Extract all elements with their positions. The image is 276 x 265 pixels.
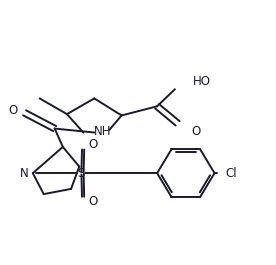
Text: NH: NH: [94, 125, 111, 138]
Text: HO: HO: [193, 75, 211, 88]
Text: S: S: [77, 167, 84, 180]
Text: N: N: [20, 167, 29, 180]
Text: O: O: [191, 125, 201, 138]
Text: O: O: [89, 196, 98, 209]
Text: Cl: Cl: [225, 167, 237, 180]
Text: O: O: [89, 138, 98, 151]
Text: O: O: [9, 104, 18, 117]
